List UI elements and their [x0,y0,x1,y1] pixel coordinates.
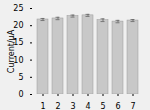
svg-text:5: 5 [18,73,23,82]
svg-text:5: 5 [100,102,105,110]
svg-text:2: 2 [55,102,60,110]
svg-text:10: 10 [13,55,24,65]
svg-text:1: 1 [40,102,45,110]
svg-text:Current/μA: Current/μA [7,29,16,73]
svg-text:7: 7 [130,102,135,110]
svg-text:3: 3 [70,102,75,110]
svg-text:4: 4 [85,102,90,110]
svg-text:6: 6 [115,102,120,110]
svg-text:15: 15 [13,38,24,48]
svg-text:0: 0 [18,90,23,99]
svg-text:25: 25 [13,4,23,13]
svg-text:20: 20 [13,21,23,30]
